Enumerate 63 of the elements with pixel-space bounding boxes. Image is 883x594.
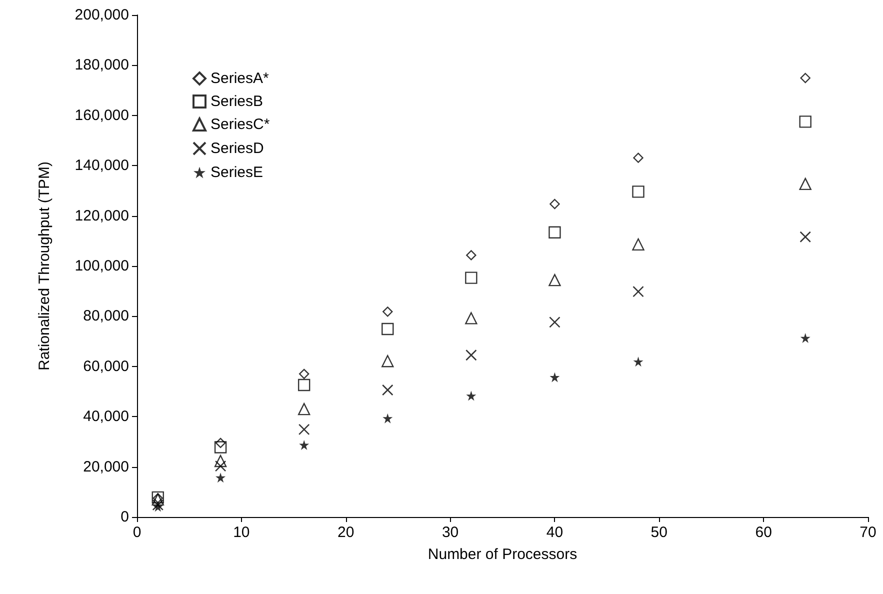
point [799, 178, 812, 190]
point [632, 186, 644, 198]
y-tick-label: 60,000 [83, 358, 129, 375]
point [299, 440, 310, 450]
point [632, 286, 644, 298]
y-tick-label: 20,000 [83, 458, 129, 476]
y-tick-label: 0 [120, 508, 129, 526]
y-tick-label: 200,000 [74, 6, 129, 24]
y-tick-label: 180,000 [74, 56, 129, 74]
legend-label: SeriesE [210, 164, 264, 181]
y-tick-label: 100,000 [74, 258, 129, 274]
point [382, 306, 393, 317]
y-tick-label: 160,000 [74, 106, 129, 124]
point [549, 316, 560, 328]
point [152, 499, 164, 511]
point [382, 384, 394, 396]
point [382, 413, 393, 424]
y-axis-title: Rationalized Throughput (TPM) [36, 162, 53, 370]
x-tick-label: 0 [132, 524, 142, 541]
point [466, 349, 477, 361]
x-tick-label: 20 [338, 524, 354, 541]
point [550, 372, 560, 382]
point [466, 390, 476, 401]
legend-label: SeriesB [210, 93, 264, 110]
point [800, 72, 810, 84]
x-tick-label: 60 [755, 524, 772, 541]
point [633, 356, 644, 367]
point [382, 322, 394, 336]
point [548, 226, 561, 238]
y-tick-label: 140,000 [74, 157, 129, 174]
point [382, 355, 394, 368]
point [548, 274, 561, 286]
point [298, 368, 310, 380]
point [799, 116, 812, 128]
point [152, 502, 163, 512]
point [633, 152, 644, 163]
legend-label: SeriesC* [210, 116, 270, 133]
point [298, 402, 310, 416]
x-tick-label: 30 [442, 524, 459, 541]
x-tick-label: 10 [233, 524, 250, 541]
y-tick-label: 80,000 [83, 308, 129, 325]
point [298, 378, 310, 392]
point [214, 460, 226, 472]
point [215, 438, 226, 448]
point [465, 272, 478, 284]
x-axis-title: Number of Processors [428, 546, 578, 563]
x-tick-label: 70 [860, 524, 876, 541]
legend-label: SeriesA* [210, 70, 270, 87]
point [800, 333, 810, 344]
x-tick-label: 40 [546, 524, 564, 541]
point [214, 441, 227, 454]
point [466, 250, 476, 260]
point [550, 198, 560, 210]
point [216, 472, 226, 483]
y-tick-label: 120,000 [74, 207, 129, 224]
point [465, 312, 478, 324]
x-tick-label: 50 [650, 524, 668, 541]
point [214, 454, 227, 468]
point [298, 424, 310, 436]
legend-label: SeriesD [210, 140, 264, 157]
point [800, 231, 811, 243]
point [632, 238, 644, 251]
y-tick-label: 40,000 [83, 408, 129, 426]
